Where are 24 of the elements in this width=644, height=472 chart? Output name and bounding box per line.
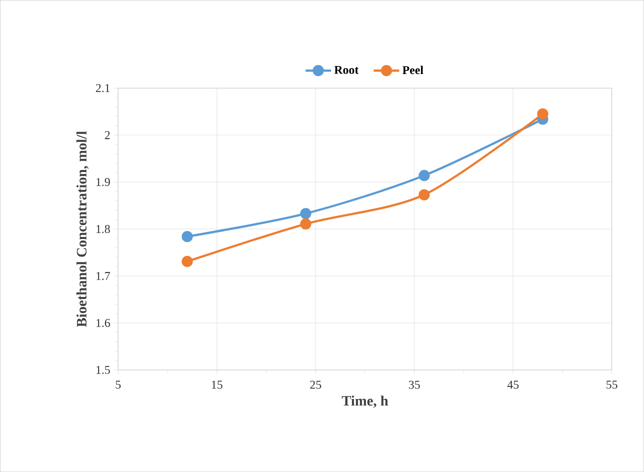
x-tick-label: 5 (116, 380, 121, 389)
point (418, 170, 430, 182)
legend-label: Peel (402, 66, 424, 74)
x-tick-label: 25 (310, 380, 322, 389)
point (182, 256, 193, 267)
x-tick-label: 35 (408, 380, 420, 389)
point (300, 218, 312, 230)
y-axis-title: Bioethanol Concentration, mol/l (76, 131, 89, 327)
y-tick-label: 1.5 (96, 366, 110, 374)
y-tick-label: 1.8 (96, 224, 110, 234)
y-tick-label: 2.1 (96, 84, 110, 92)
point (418, 189, 430, 200)
y-tick-label: 1.6 (96, 318, 110, 327)
x-axis-title: Time, h (342, 396, 388, 408)
y-tick-label: 1.7 (96, 272, 110, 280)
legend-label: Root (334, 66, 359, 74)
point (537, 108, 548, 120)
x-tick-label: 15 (212, 380, 222, 389)
point (300, 208, 312, 220)
point (182, 230, 193, 242)
y-tick-label: 2 (104, 131, 110, 140)
y-tick-label: 1.9 (96, 178, 110, 186)
x-tick-label: 55 (606, 380, 618, 389)
x-tick-label: 45 (507, 380, 519, 389)
